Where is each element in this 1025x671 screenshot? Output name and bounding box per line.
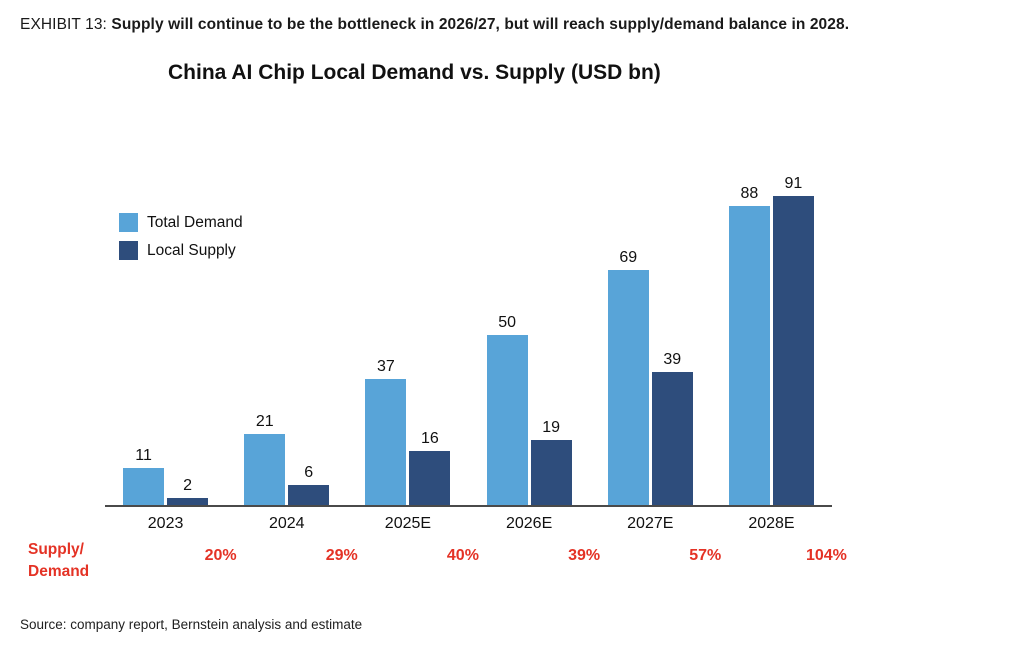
supply-demand-ratio-row: 20% 29% 40% 39% 57% 104%	[105, 533, 847, 565]
bar-total-demand	[607, 270, 649, 505]
bar-group: 11 2	[105, 155, 226, 505]
bar-value-label: 39	[663, 351, 682, 369]
chart-area: Total Demand Local Supply 11 2 21 6 37 16 50 19…	[0, 155, 860, 580]
supply-demand-ratio-value: 39%	[568, 547, 601, 564]
bar-col-demand: 37	[365, 358, 407, 505]
bar-local-supply	[772, 195, 814, 505]
bar-total-demand	[123, 467, 165, 505]
source-note: Source: company report, Bernstein analys…	[20, 617, 363, 632]
legend-item-local-supply: Local Supply	[119, 241, 243, 260]
bar-value-label: 88	[740, 184, 759, 202]
x-axis-label: 2025E	[384, 515, 432, 532]
bar-total-demand	[244, 433, 286, 505]
supply-demand-ratio-value: 29%	[325, 547, 358, 564]
supply-demand-ratio: 29%	[226, 533, 358, 565]
bar-col-supply: 39	[651, 351, 693, 505]
bar-col-supply: 19	[530, 419, 572, 505]
supply-demand-ratio: 40%	[347, 533, 479, 565]
bar-value-label: 69	[619, 249, 638, 267]
bar-total-demand	[486, 335, 528, 505]
bar-col-supply: 91	[772, 174, 814, 505]
bar-value-label: 16	[421, 429, 439, 447]
bar-total-demand	[728, 205, 770, 505]
bar-local-supply	[409, 450, 451, 505]
bar-col-demand: 69	[607, 249, 649, 505]
legend-swatch-demand	[119, 213, 138, 232]
bar-group: 21 6	[226, 155, 347, 505]
x-axis-label: 2023	[147, 515, 184, 532]
bar-value-label: 11	[135, 446, 152, 464]
supply-demand-ratio: 39%	[469, 533, 600, 565]
bar-total-demand	[365, 379, 407, 505]
bar-col-demand: 88	[728, 184, 770, 505]
supply-demand-row-label-line1: Supply/	[28, 541, 84, 558]
x-axis-labels: 2023 2024 2025E 2026E 2027E 2028E	[105, 507, 832, 533]
legend: Total Demand Local Supply	[119, 213, 243, 260]
bar-value-label: 91	[784, 174, 803, 192]
bar-col-supply: 16	[409, 429, 451, 505]
bar-value-label: 50	[498, 314, 516, 331]
bar-col-demand: 11	[123, 446, 165, 505]
bar-local-supply	[651, 372, 693, 505]
bar-value-label: 37	[377, 358, 395, 376]
x-axis-label: 2028E	[748, 515, 795, 532]
supply-demand-row-label: Supply/ Demand	[28, 539, 89, 582]
bar-value-label: 19	[542, 419, 560, 437]
bar-col-supply: 2	[167, 477, 209, 505]
bar-local-supply	[288, 484, 330, 505]
supply-demand-ratio: 57%	[590, 533, 721, 565]
supply-demand-ratio: 104%	[711, 533, 847, 565]
chart-title: China AI Chip Local Demand vs. Supply (U…	[168, 61, 661, 84]
legend-swatch-supply	[119, 241, 138, 260]
bar-group: 50 19	[469, 155, 590, 505]
bar-col-demand: 50	[486, 314, 528, 505]
legend-item-total-demand: Total Demand	[119, 213, 243, 232]
supply-demand-ratio: 20%	[105, 533, 237, 565]
bar-value-label: 2	[183, 477, 193, 495]
supply-demand-ratio-value: 57%	[689, 547, 722, 564]
bar-value-label: 21	[255, 412, 274, 430]
exhibit-header: EXHIBIT 13: Supply will continue to be t…	[0, 0, 1025, 34]
bar-col-supply: 6	[288, 463, 330, 505]
plot-area: Total Demand Local Supply 11 2 21 6 37 16 50 19…	[105, 155, 832, 507]
exhibit-title: Supply will continue to be the bottlenec…	[111, 16, 850, 33]
bar-group: 37 16	[347, 155, 468, 505]
x-axis-label: 2026E	[505, 515, 553, 532]
bar-value-label: 6	[304, 463, 314, 481]
legend-label-demand: Total Demand	[147, 213, 243, 231]
bar-local-supply	[530, 440, 572, 505]
bar-local-supply	[167, 498, 209, 505]
exhibit-label: EXHIBIT 13:	[20, 16, 107, 33]
supply-demand-ratio-value: 104%	[805, 547, 847, 564]
legend-label-supply: Local Supply	[147, 241, 236, 259]
bar-col-demand: 21	[244, 412, 286, 505]
x-axis-label: 2027E	[627, 515, 674, 532]
supply-demand-ratio-value: 20%	[204, 547, 237, 564]
supply-demand-row-label-line2: Demand	[28, 562, 90, 580]
bar-group: 88 91	[711, 155, 832, 505]
bar-group: 69 39	[590, 155, 711, 505]
x-axis-label: 2024	[268, 515, 305, 532]
supply-demand-ratio-value: 40%	[446, 547, 479, 564]
